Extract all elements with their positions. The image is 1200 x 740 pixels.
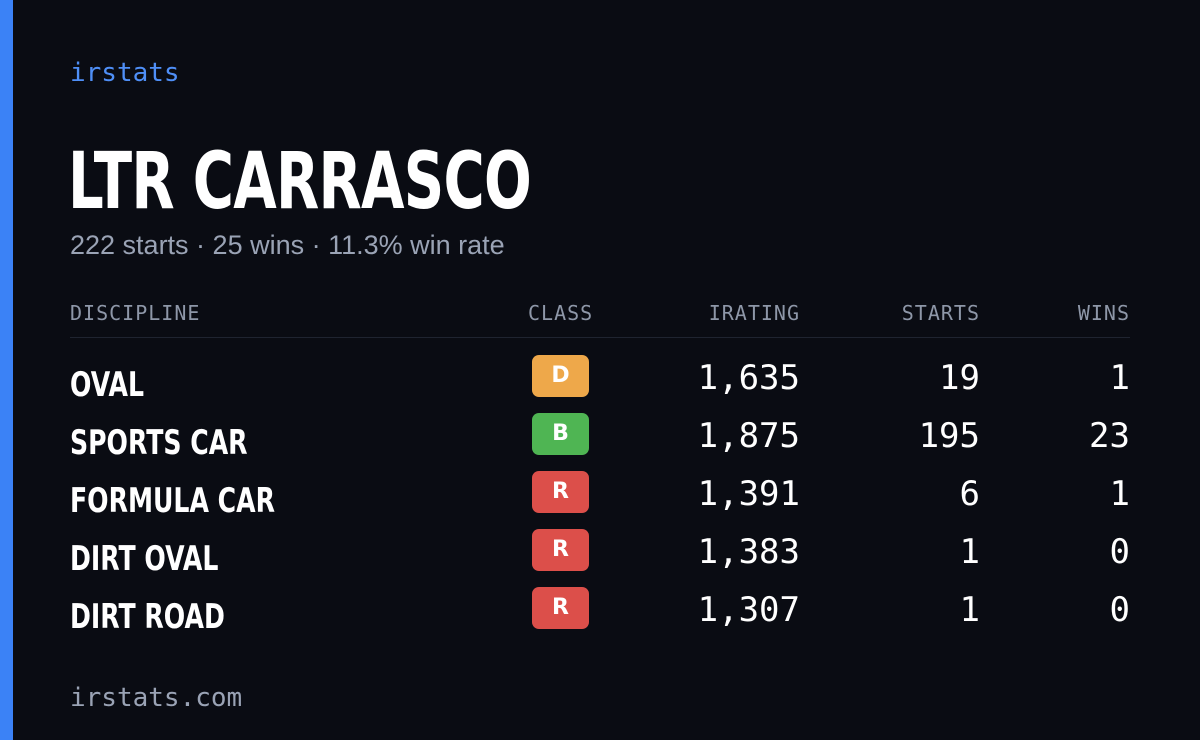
table-row: DIRT OVAL R 1,383 1 0 [0,529,1200,587]
wins-value: 0 [1109,590,1130,630]
driver-summary: 222 starts · 25 wins · 11.3% win rate [70,230,505,260]
irating-value: 1,391 [697,474,800,514]
wins-value: 1 [1109,358,1130,398]
discipline-name: SPORTS CAR [70,423,248,463]
footer-url: irstats.com [70,683,243,713]
driver-name: LTR CARRASCO [68,137,532,227]
discipline-name: DIRT OVAL [70,539,219,579]
header-starts: STARTS [901,301,980,325]
irating-value: 1,635 [697,358,800,398]
class-badge: B [532,413,589,455]
starts-value: 19 [939,358,980,398]
table-row: OVAL D 1,635 19 1 [0,355,1200,413]
wins-value: 1 [1109,474,1130,514]
wins-value: 0 [1109,532,1130,572]
table-row: SPORTS CAR B 1,875 195 23 [0,413,1200,471]
irating-value: 1,383 [697,532,800,572]
header-discipline: DISCIPLINE [70,301,201,325]
class-badge: R [532,471,589,513]
starts-value: 1 [959,532,980,572]
brand-logo-text: irstats [70,58,180,88]
discipline-name: DIRT ROAD [70,597,225,637]
irating-value: 1,875 [697,416,800,456]
starts-value: 195 [918,416,980,456]
discipline-name: FORMULA CAR [70,481,275,521]
header-wins: WINS [1077,301,1130,325]
starts-value: 6 [959,474,980,514]
accent-bar [0,0,13,740]
irating-value: 1,307 [697,590,800,630]
table-row: FORMULA CAR R 1,391 6 1 [0,471,1200,529]
class-badge: R [532,587,589,629]
starts-value: 1 [959,590,980,630]
class-badge: R [532,529,589,571]
class-badge: D [532,355,589,397]
header-irating: IRATING [708,301,800,325]
header-divider [70,337,1130,338]
discipline-name: OVAL [70,365,144,405]
wins-value: 23 [1089,416,1130,456]
header-class: CLASS [528,301,594,325]
table-row: DIRT ROAD R 1,307 1 0 [0,587,1200,645]
